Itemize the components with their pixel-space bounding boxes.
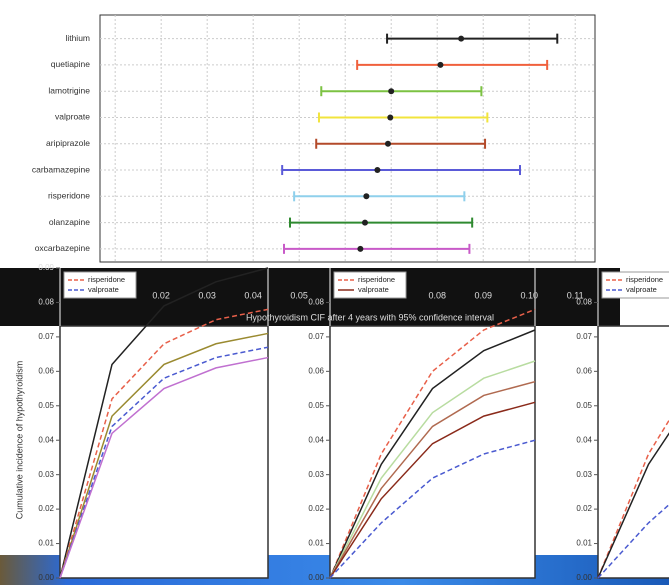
- estimate-point: [458, 35, 465, 42]
- x-tick-label: 0.03: [198, 290, 216, 300]
- category-label: oxcarbazepine: [35, 243, 91, 253]
- plot-frame: [59, 325, 269, 579]
- estimate-point: [357, 245, 364, 252]
- estimate-point: [363, 193, 370, 200]
- y-tick-label: 0.00: [576, 573, 592, 582]
- y-tick-label: 0.07: [308, 332, 324, 341]
- cif-line: [59, 308, 269, 579]
- y-tick-label: 0.06: [576, 366, 592, 375]
- cif-line: [329, 401, 536, 579]
- legend-label: risperidone: [358, 275, 395, 284]
- y-tick-label: 0.02: [308, 504, 324, 513]
- legend-label: valproate: [626, 285, 657, 294]
- cif-line: [329, 360, 536, 579]
- y-tick-label: 0.07: [576, 332, 592, 341]
- y-tick-label: 0.08: [308, 298, 324, 307]
- legend-box: [63, 271, 137, 299]
- y-tick-label: 0.04: [308, 435, 324, 444]
- y-tick-label: 0.02: [38, 504, 54, 513]
- y-tick-label: 0.00: [308, 573, 324, 582]
- estimate-point: [437, 61, 444, 68]
- y-tick-label: 0.01: [38, 539, 54, 548]
- legend-label: risperidone: [626, 275, 663, 284]
- cif-line: [329, 380, 536, 579]
- plot-frame: [329, 325, 536, 579]
- x-tick-label: 0.09: [474, 290, 492, 300]
- category-label: risperidone: [48, 191, 90, 201]
- legend-label: valproate: [358, 285, 389, 294]
- category-label: valproate: [55, 112, 90, 122]
- y-tick-label: 0.08: [576, 298, 592, 307]
- legend-label: risperidone: [88, 275, 125, 284]
- cif-line: [597, 419, 669, 579]
- y-tick-label: 0.04: [576, 435, 592, 444]
- y-tick-label: 0.00: [38, 573, 54, 582]
- cif-line: [59, 346, 269, 579]
- x-tick-label: 0.11: [567, 290, 584, 300]
- y-tick-label: 0.05: [38, 401, 54, 410]
- y-tick-label: 0.03: [308, 470, 324, 479]
- chart-title: Hypothyroidism CIF after 4 years with 95…: [246, 312, 494, 322]
- charts: 0.01 0.02 0.03 0.04 0.05 0.06 0.07 0.08 0.09 0.10…: [14, 14, 669, 582]
- y-tick-label: 0.06: [308, 366, 324, 375]
- x-tick-label: 0.02: [152, 290, 170, 300]
- category-label: carbamazepine: [32, 164, 90, 174]
- category-label: aripiprazole: [46, 138, 90, 148]
- cif-line: [59, 332, 269, 579]
- cif-line: [597, 503, 669, 579]
- estimate-point: [388, 88, 395, 95]
- y-tick-label: 0.01: [576, 539, 592, 548]
- estimate-point: [384, 140, 391, 147]
- cif-line: [597, 432, 669, 579]
- y-tick-label: 0.07: [38, 332, 54, 341]
- category-label: quetiapine: [51, 59, 91, 69]
- cif-line: [329, 308, 536, 579]
- x-tick-label: 0.10: [520, 290, 538, 300]
- x-tick-label: 0.05: [290, 290, 308, 300]
- cif-line: [329, 329, 536, 579]
- y-tick-label: 0.09: [38, 263, 54, 272]
- cif-line: [59, 267, 269, 579]
- y-tick-label: 0.08: [38, 298, 54, 307]
- y-axis-label: Cumulative incidence of hypothyroidism: [14, 361, 24, 520]
- category-label: lithium: [65, 33, 90, 43]
- category-label: olanzapine: [49, 217, 90, 227]
- x-tick-label: 0.08: [428, 290, 446, 300]
- y-tick-label: 0.03: [576, 470, 592, 479]
- x-tick-label: 0.04: [244, 290, 262, 300]
- legend-box: [601, 271, 669, 299]
- y-tick-label: 0.05: [308, 401, 324, 410]
- legend-box: [333, 271, 407, 299]
- y-tick-label: 0.02: [576, 504, 592, 513]
- y-tick-label: 0.04: [38, 435, 54, 444]
- category-label: lamotrigine: [48, 85, 90, 95]
- estimate-point: [361, 219, 368, 226]
- cif-line: [59, 356, 269, 579]
- y-tick-label: 0.06: [38, 366, 54, 375]
- cif-line: [329, 439, 536, 579]
- y-tick-label: 0.01: [308, 539, 324, 548]
- y-tick-label: 0.05: [576, 401, 592, 410]
- estimate-point: [387, 114, 394, 121]
- legend-label: valproate: [88, 285, 119, 294]
- plot-frame: [99, 14, 596, 263]
- estimate-point: [374, 167, 381, 174]
- y-tick-label: 0.03: [38, 470, 54, 479]
